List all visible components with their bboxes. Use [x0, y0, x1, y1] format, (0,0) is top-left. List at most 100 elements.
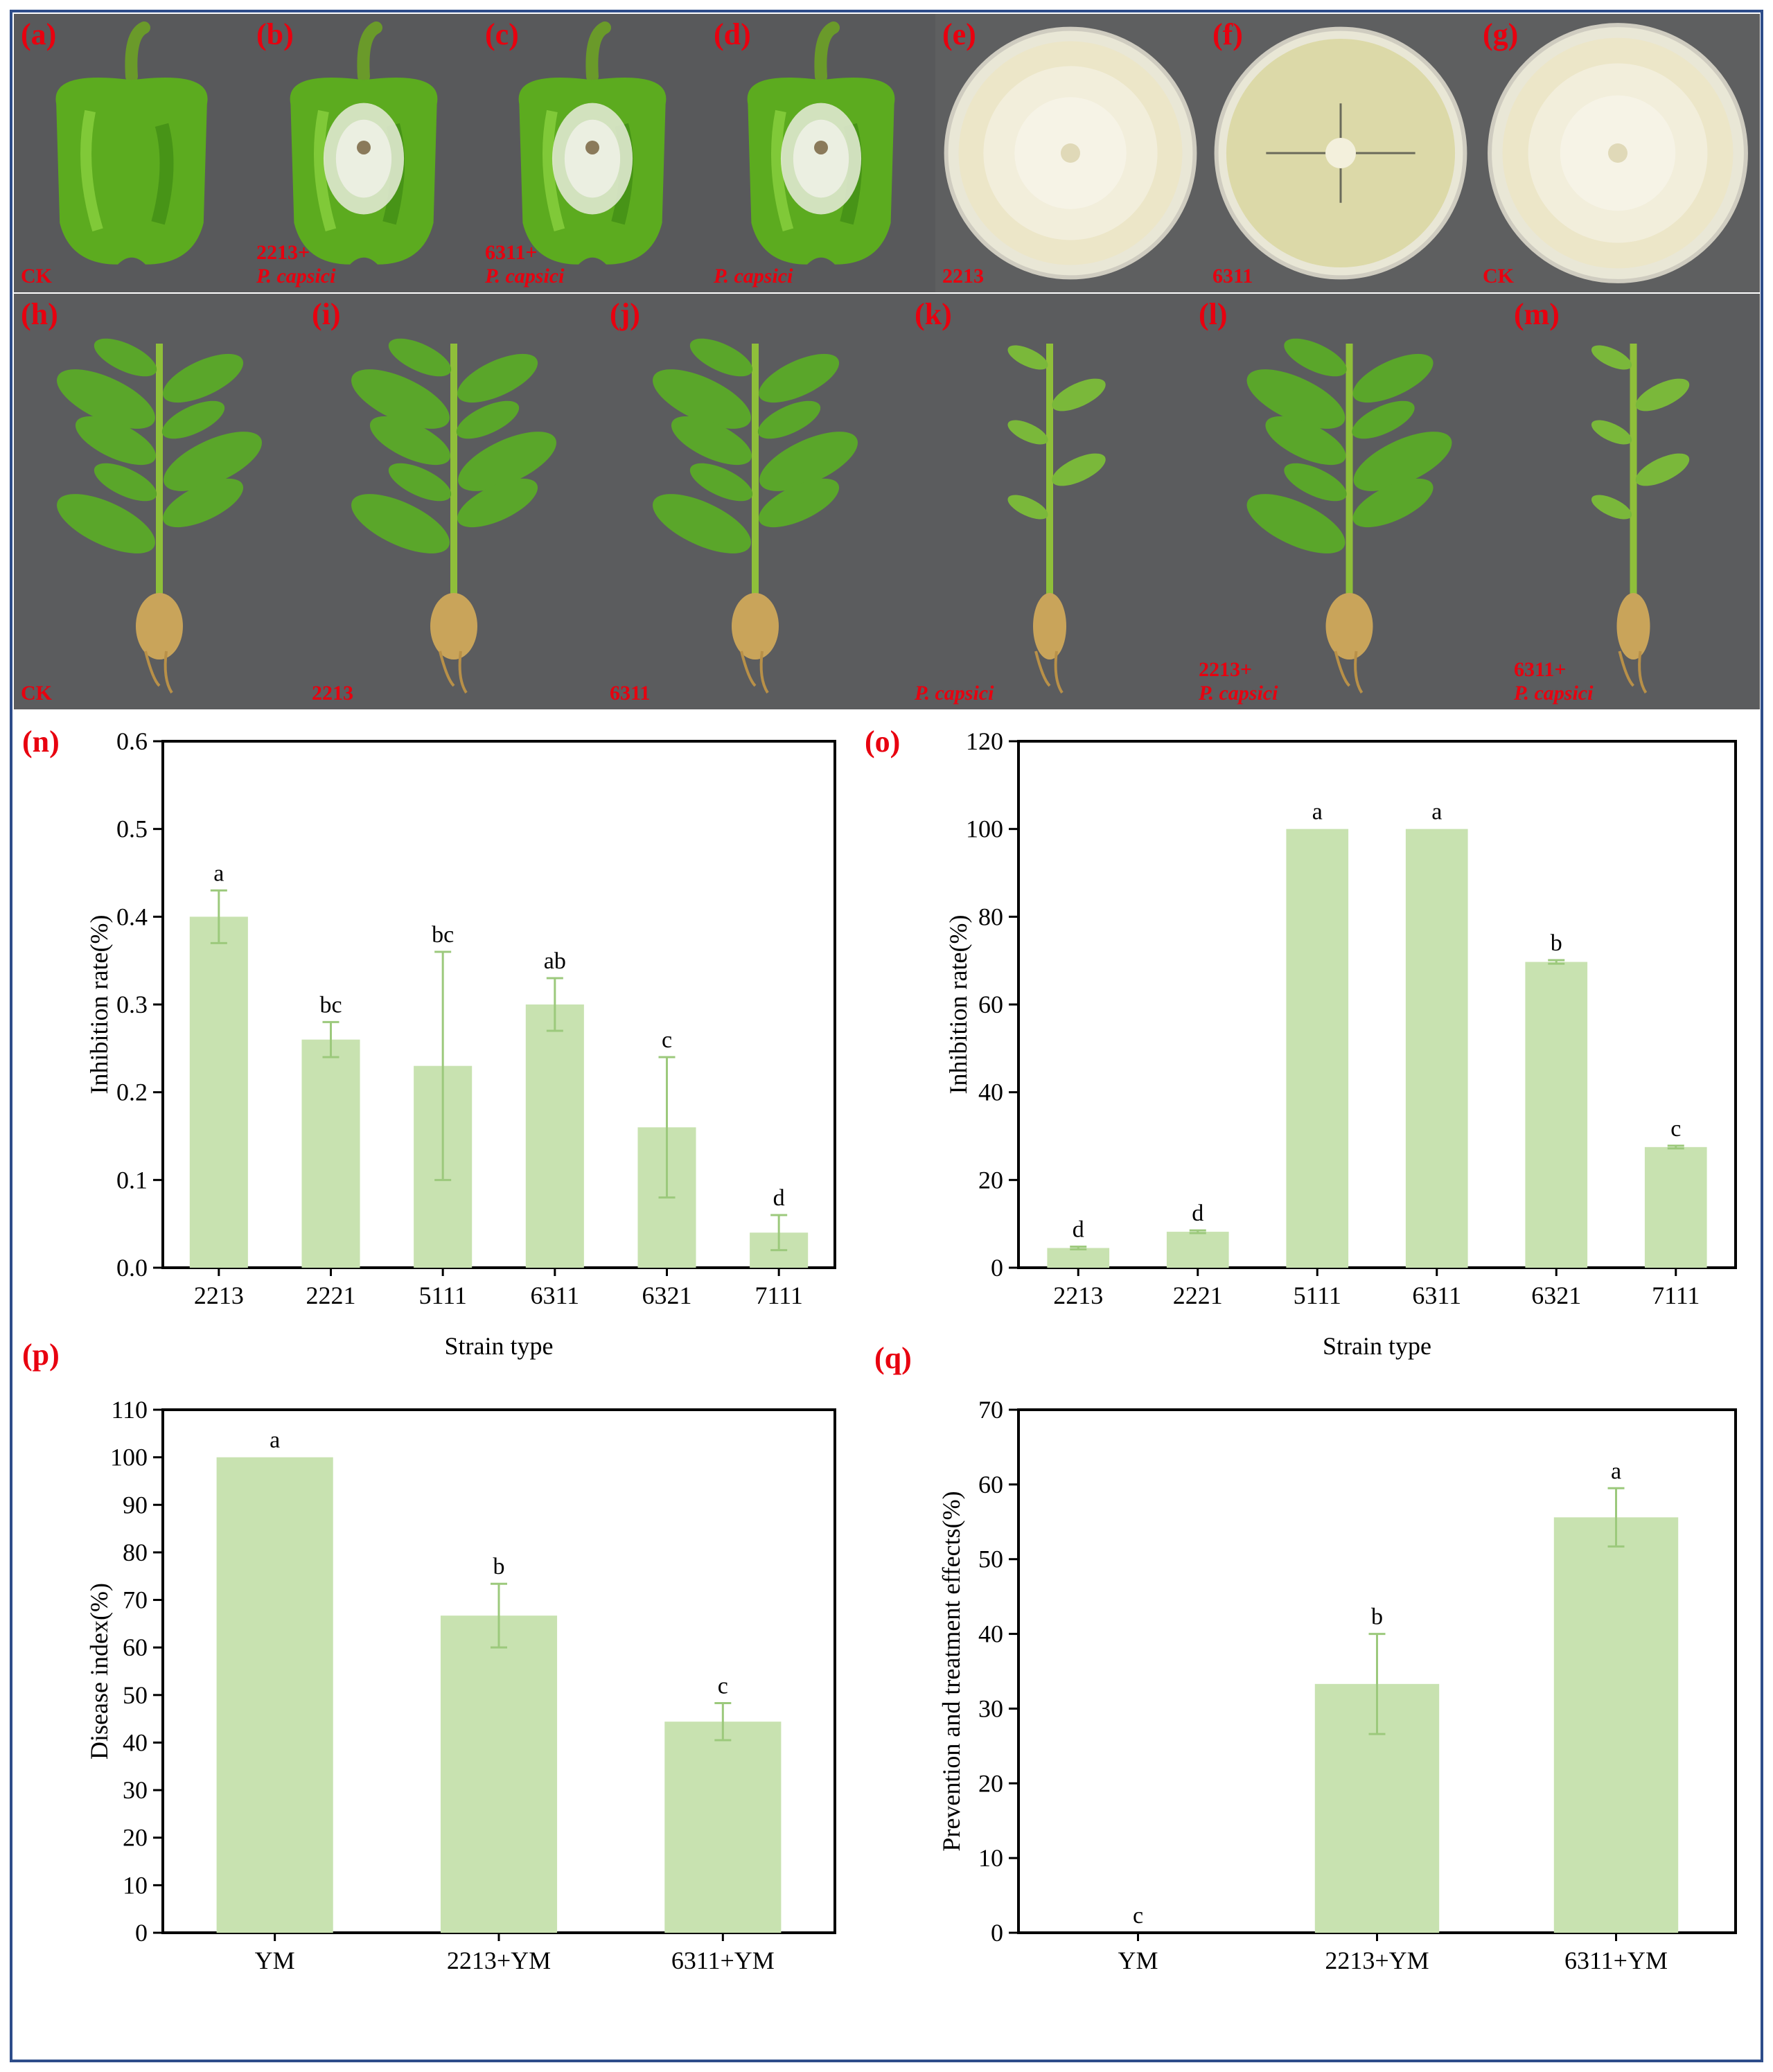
y-tick-label: 20	[978, 1166, 1003, 1194]
figure-frame	[10, 10, 1763, 2062]
y-tick-label: 0.2	[116, 1079, 148, 1106]
y-axis-label: Disease index(%)	[85, 1583, 113, 1760]
y-tick-label: 40	[123, 1728, 148, 1756]
photo-image-l	[1192, 294, 1507, 709]
y-tick-label: 120	[966, 727, 1003, 755]
y-tick-label: 40	[978, 1620, 1003, 1648]
y-tick-label: 0.3	[116, 991, 148, 1018]
photo-caption-k: P. capsici	[915, 682, 994, 705]
photo-image-k	[908, 294, 1192, 709]
photo-label-g: (g)	[1483, 17, 1519, 51]
photo-caption-a: CK	[21, 265, 52, 287]
significance-letter: a	[213, 860, 224, 886]
bar-2221	[1166, 1232, 1229, 1268]
photo-panel-i: (i) 2213	[305, 294, 603, 709]
photo-panel-b: (b) 2213+ P. capsici	[249, 14, 478, 292]
y-tick-label: 20	[123, 1824, 148, 1852]
significance-letter: d	[1192, 1201, 1203, 1226]
x-tick-label: 6311	[530, 1282, 579, 1309]
bar-2213+YM	[440, 1615, 558, 1933]
chart-n-inhibition-rate: 0.0 0.1 0.2 0.3 0.4 0.5 0.6 a 2213 bc 2221 bc 5111 ab…	[85, 727, 836, 1360]
photo-caption-g: CK	[1483, 265, 1514, 287]
significance-letter: b	[1371, 1604, 1383, 1630]
significance-letter: c	[662, 1027, 672, 1053]
y-tick-label: 20	[978, 1769, 1003, 1797]
bar-6311	[525, 1004, 584, 1268]
photo-caption-l: 2213+ P. capsici	[1199, 658, 1278, 705]
significance-letter: c	[1133, 1903, 1143, 1929]
photo-label-l: (l)	[1199, 297, 1228, 331]
y-tick-label: 60	[123, 1633, 148, 1661]
photo-image-h	[14, 294, 305, 709]
y-tick-label: 0.6	[116, 727, 148, 755]
y-tick-label: 80	[123, 1539, 148, 1566]
x-tick-label: 2213	[194, 1282, 244, 1309]
x-tick-label: 6321	[1531, 1282, 1581, 1309]
photo-panel-h: (h) CK	[14, 294, 305, 709]
photo-label-i: (i)	[312, 297, 341, 331]
photo-caption-c: 6311+ P. capsici	[485, 241, 565, 287]
x-tick-label: 5111	[419, 1282, 467, 1309]
photo-panel-j: (j) 6311	[603, 294, 908, 709]
photo-panel-g: (g) CK	[1476, 14, 1760, 292]
photo-panel-a: (a) CK	[14, 14, 249, 292]
x-axis-label: Strain type	[1323, 1332, 1431, 1360]
photo-image-d	[707, 14, 935, 292]
photo-label-b: (b)	[256, 17, 294, 51]
y-tick-label: 0.1	[116, 1166, 148, 1194]
y-tick-label: 0.5	[116, 815, 148, 843]
x-tick-label: YM	[255, 1947, 295, 1974]
y-tick-label: 50	[123, 1681, 148, 1709]
photo-image-f	[1206, 14, 1476, 292]
significance-letter: b	[1551, 930, 1562, 956]
y-tick-label: 90	[123, 1491, 148, 1518]
significance-letter: a	[1611, 1458, 1621, 1484]
photo-caption-b: 2213+ P. capsici	[256, 241, 336, 287]
x-tick-label: 6311+YM	[1564, 1947, 1668, 1974]
panel-label-q: (q)	[874, 1341, 912, 1375]
photo-label-f: (f)	[1212, 17, 1243, 51]
significance-letter: ab	[544, 948, 566, 974]
photo-caption-e: 2213	[942, 265, 984, 287]
y-axis-label: Prevention and treatment effects(%)	[937, 1491, 965, 1851]
significance-letter: bc	[319, 992, 342, 1018]
bar-2213	[189, 917, 248, 1268]
photo-image-b	[249, 14, 478, 292]
significance-letter: d	[1073, 1217, 1084, 1243]
y-tick-label: 70	[123, 1586, 148, 1614]
photo-caption-h: CK	[21, 682, 52, 705]
y-axis-label: Inhibition rate(%)	[944, 915, 972, 1095]
photo-image-m	[1507, 294, 1760, 709]
x-tick-label: 7111	[755, 1282, 803, 1309]
plot-frame	[161, 740, 836, 1269]
significance-letter: a	[1312, 799, 1323, 825]
photo-label-k: (k)	[915, 297, 952, 331]
plot-frame	[1017, 740, 1737, 1269]
photo-label-c: (c)	[485, 17, 519, 51]
x-axis-label: Strain type	[445, 1332, 554, 1360]
photo-panel-c: (c) 6311+ P. capsici	[478, 14, 707, 292]
y-tick-label: 60	[978, 991, 1003, 1018]
x-tick-label: 2213	[1053, 1282, 1103, 1309]
y-tick-label: 0	[991, 1919, 1003, 1947]
y-tick-label: 100	[110, 1444, 148, 1471]
x-tick-label: 5111	[1294, 1282, 1341, 1309]
x-tick-label: 2221	[1173, 1282, 1223, 1309]
photo-caption-d: P. capsici	[714, 265, 793, 287]
bar-6311+YM	[1553, 1517, 1679, 1933]
panel-label-n: (n)	[22, 725, 60, 759]
x-tick-label: 6321	[642, 1282, 692, 1309]
significance-letter: bc	[432, 922, 454, 948]
bar-6311	[1405, 829, 1468, 1268]
bar-6321	[1525, 962, 1588, 1268]
photo-caption-i: 2213	[312, 682, 353, 705]
y-tick-label: 80	[978, 903, 1003, 930]
photo-panel-f: (f) 6311	[1206, 14, 1476, 292]
y-tick-label: 0.4	[116, 903, 148, 930]
photo-label-e: (e)	[942, 17, 976, 51]
bar-5111	[1286, 829, 1349, 1268]
x-tick-label: YM	[1118, 1947, 1158, 1974]
y-tick-label: 0.0	[116, 1254, 148, 1282]
photo-panel-e: (e) 2213	[935, 14, 1206, 292]
photo-image-j	[603, 294, 908, 709]
